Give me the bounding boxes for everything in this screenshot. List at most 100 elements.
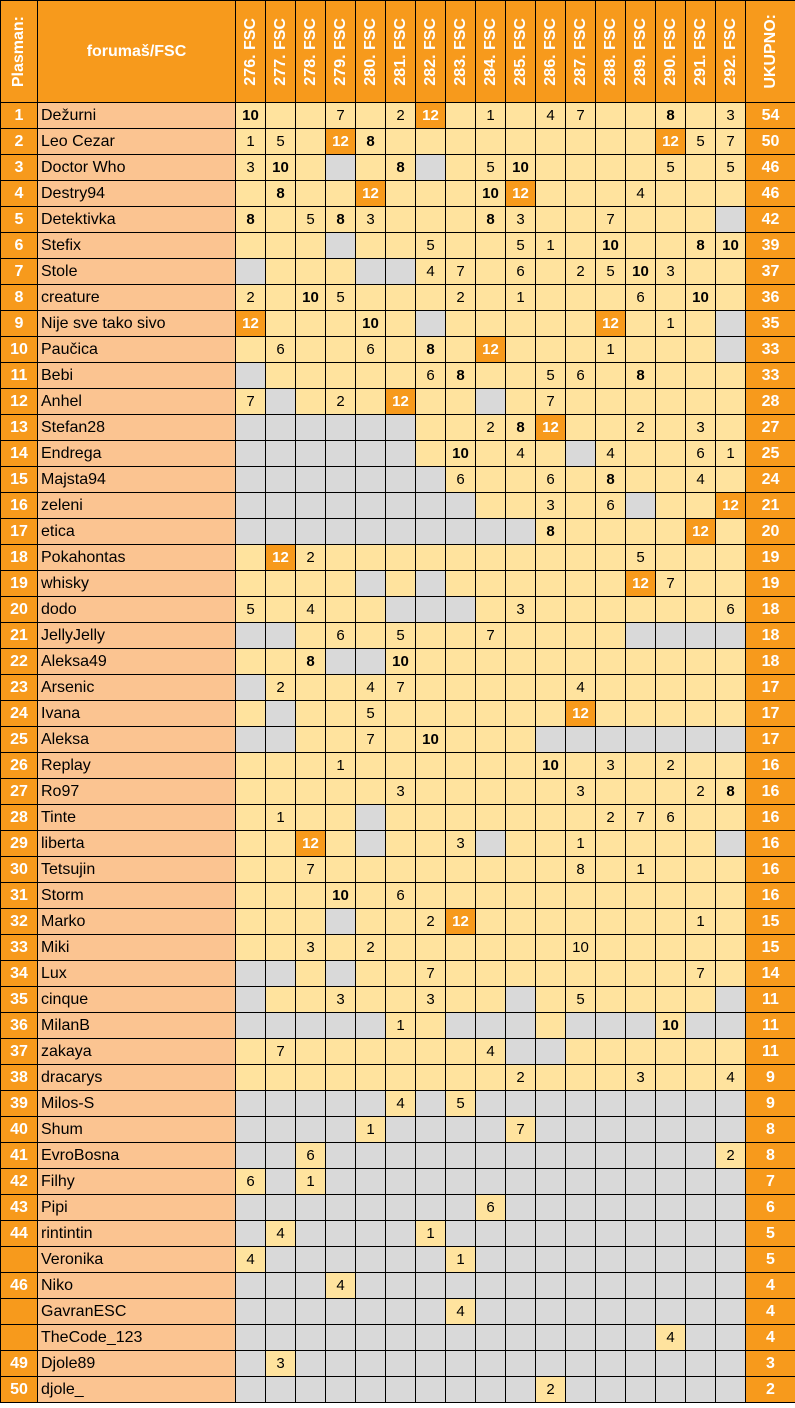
- name-cell: rintintin: [37, 1220, 236, 1247]
- score-cell: [325, 700, 356, 727]
- total-cell: 25: [745, 440, 795, 467]
- score-cell: [505, 1298, 536, 1325]
- score-cell: 10: [265, 154, 296, 181]
- score-cell: [265, 1090, 296, 1117]
- score-cell: 5: [625, 544, 656, 571]
- score-cell: [565, 804, 596, 831]
- score-cell: [415, 1376, 446, 1403]
- score-cell: [265, 596, 296, 623]
- score-cell: [625, 336, 656, 363]
- score-cell: [415, 1090, 446, 1117]
- score-cell: [295, 232, 326, 259]
- score-cell: [325, 466, 356, 493]
- score-cell: [535, 1090, 566, 1117]
- score-cell: [505, 1220, 536, 1247]
- score-cell: [505, 804, 536, 831]
- score-cell: [385, 726, 416, 753]
- score-cell: 10: [445, 440, 476, 467]
- table-row: 50 djole_ 2 2: [0, 1376, 795, 1403]
- score-cell: [325, 1324, 356, 1351]
- score-cell: [715, 908, 746, 935]
- score-cell: [265, 934, 296, 961]
- name-cell: djole_: [37, 1376, 236, 1403]
- score-cell: [565, 232, 596, 259]
- total-cell: 17: [745, 674, 795, 701]
- score-cell: [325, 1350, 356, 1377]
- header-row: Plasman: forumaš/FSC 276. FSC 277. FSC 278…: [0, 0, 795, 103]
- score-cell: [655, 1376, 686, 1403]
- score-cell: 5: [265, 128, 296, 155]
- score-cell: [625, 960, 656, 987]
- score-cell: [625, 492, 656, 519]
- score-cell: 5: [475, 154, 506, 181]
- score-cell: 2: [325, 388, 356, 415]
- score-cell: [505, 1324, 536, 1351]
- score-cell: [325, 232, 356, 259]
- rank-cell: 1: [0, 102, 38, 129]
- rank-cell: [0, 1298, 38, 1325]
- score-cell: [235, 778, 266, 805]
- total-cell: 39: [745, 232, 795, 259]
- score-cell: 12: [535, 414, 566, 441]
- rank-cell: 39: [0, 1090, 38, 1117]
- score-cell: 6: [625, 284, 656, 311]
- table-row: 31 Storm 10 6 16: [0, 882, 795, 909]
- score-cell: 5: [325, 284, 356, 311]
- score-cell: [235, 674, 266, 701]
- score-cell: [295, 752, 326, 779]
- score-cell: 1: [475, 102, 506, 129]
- score-cell: [685, 1298, 716, 1325]
- column-header: 280. FSC: [355, 0, 386, 103]
- score-cell: [385, 1298, 416, 1325]
- score-cell: 8: [625, 362, 656, 389]
- score-cell: 10: [595, 232, 626, 259]
- score-cell: [415, 206, 446, 233]
- table-row: 43 Pipi 6 6: [0, 1194, 795, 1221]
- score-cell: [355, 960, 386, 987]
- score-cell: 6: [475, 1194, 506, 1221]
- score-cell: [355, 596, 386, 623]
- score-cell: 7: [265, 1038, 296, 1065]
- score-cell: 4: [415, 258, 446, 285]
- score-cell: 1: [295, 1168, 326, 1195]
- score-cell: [415, 1246, 446, 1273]
- total-cell: 15: [745, 908, 795, 935]
- score-cell: [535, 1220, 566, 1247]
- score-cell: [325, 414, 356, 441]
- score-cell: [475, 1012, 506, 1039]
- score-cell: [685, 882, 716, 909]
- score-cell: [595, 726, 626, 753]
- score-cell: [385, 1064, 416, 1091]
- score-cell: [355, 232, 386, 259]
- name-cell: zeleni: [37, 492, 236, 519]
- score-cell: [715, 856, 746, 883]
- score-cell: 5: [355, 700, 386, 727]
- score-cell: [445, 726, 476, 753]
- score-cell: [505, 778, 536, 805]
- score-cell: [325, 440, 356, 467]
- score-cell: [445, 752, 476, 779]
- score-cell: [355, 1220, 386, 1247]
- score-cell: 6: [595, 492, 626, 519]
- total-cell: 9: [745, 1090, 795, 1117]
- score-cell: [415, 466, 446, 493]
- score-cell: [505, 856, 536, 883]
- score-cell: [715, 570, 746, 597]
- score-cell: [595, 908, 626, 935]
- score-cell: [655, 934, 686, 961]
- score-cell: [415, 1350, 446, 1377]
- score-cell: 3: [265, 1350, 296, 1377]
- score-cell: [715, 284, 746, 311]
- total-cell: 17: [745, 700, 795, 727]
- score-cell: [415, 700, 446, 727]
- score-cell: 7: [625, 804, 656, 831]
- table-row: 38 dracarys 2 3 4 9: [0, 1064, 795, 1091]
- score-cell: 2: [655, 752, 686, 779]
- score-cell: [355, 1038, 386, 1065]
- score-cell: [715, 804, 746, 831]
- score-cell: [475, 778, 506, 805]
- score-cell: 4: [565, 674, 596, 701]
- score-cell: [535, 1012, 566, 1039]
- score-cell: [715, 518, 746, 545]
- score-cell: [445, 700, 476, 727]
